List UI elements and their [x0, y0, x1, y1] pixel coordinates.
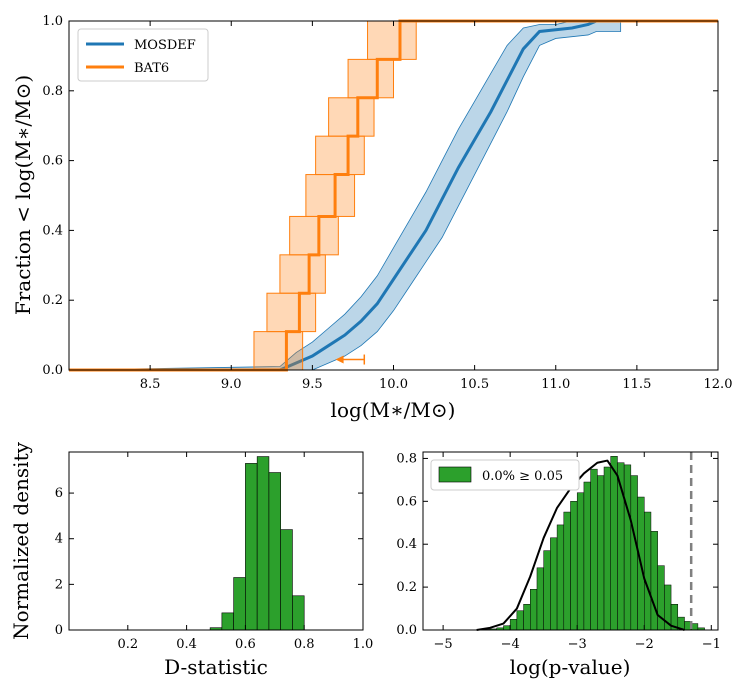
x-tick-label: 9.5	[302, 377, 323, 392]
histogram-bar	[576, 492, 585, 631]
x-tick-label: 12.0	[704, 377, 733, 392]
y-tick-label: 0.8	[42, 84, 63, 99]
histogram-bar	[523, 604, 531, 631]
bottom-left-ylabel: Normalized density	[9, 441, 33, 640]
bottom-right-panel: −5 −4 −3 −2 −1 0.0 0.2 0.4 0.6 0.8 log(p-value) 0…	[396, 451, 721, 679]
histogram-bar	[623, 464, 632, 631]
top-ylabel: Fraction < log(M∗/M⊙)	[11, 75, 35, 315]
histogram-bar	[292, 595, 305, 631]
bat6-band-box	[289, 215, 339, 256]
kde-curve	[476, 459, 685, 631]
y-tick-label: 1.0	[42, 14, 63, 29]
y-tick-label: 0.6	[396, 494, 417, 509]
histogram-bar	[644, 511, 652, 631]
mosdef-cdf-line	[69, 19, 597, 372]
y-tick-label: 2	[55, 577, 63, 592]
histogram-bar	[583, 481, 591, 631]
bat6-cdf-step-line	[69, 19, 718, 372]
bat6-limit-arrowhead	[335, 355, 344, 364]
bottom-right-frame	[422, 451, 719, 631]
x-tick-label: 10.5	[460, 377, 489, 392]
bat6-band-box	[253, 331, 304, 371]
y-tick-label: 0.4	[42, 223, 63, 238]
histogram-bar	[268, 472, 281, 631]
bottom-right-ticks: −5 −4 −3 −2 −1 0.0 0.2 0.4 0.6 0.8	[396, 451, 721, 652]
bottom-left-frame	[68, 451, 364, 631]
y-tick-label: 0.2	[396, 580, 417, 595]
y-tick-label: 0.2	[42, 293, 63, 308]
x-tick-label: −1	[702, 637, 721, 652]
legend-swatch-histogram	[438, 466, 472, 483]
histogram-bar	[530, 589, 538, 631]
histogram-bar	[603, 466, 611, 631]
histogram-bar	[563, 511, 571, 631]
y-tick-label: 0.6	[42, 154, 63, 169]
bat6-band-box	[305, 174, 356, 217]
x-tick-label: 8.5	[140, 377, 161, 392]
top-plot-area	[68, 19, 718, 372]
x-tick-label: −5	[434, 637, 453, 652]
x-tick-label: 9.0	[221, 377, 242, 392]
histogram-bar	[536, 567, 544, 631]
x-tick-label: 11.5	[622, 377, 651, 392]
x-tick-label: 0.2	[117, 637, 138, 652]
y-tick-label: 4	[55, 532, 63, 547]
bottom-left-ticks: 0.2 0.4 0.6 0.8 1.0 0 2 4 6	[55, 452, 374, 652]
legend-label-pvalue: 0.0% ≥ 0.05	[482, 469, 563, 484]
bottom-right-plot-area	[476, 452, 705, 631]
y-tick-label: 0.0	[396, 623, 417, 638]
top-ticks: 8.5 9.0 9.5 10.0 10.5 11.0 11.5 12.0 0.0 0.2 0.4 0.…	[42, 14, 732, 392]
x-tick-label: −3	[568, 637, 587, 652]
x-tick-label: 10.0	[379, 377, 408, 392]
bottom-right-xlabel: log(p-value)	[510, 655, 631, 679]
histogram-bar	[256, 456, 270, 631]
y-tick-label: 0.0	[42, 363, 63, 378]
histogram-bar	[630, 475, 638, 631]
bat6-band-box	[328, 97, 375, 137]
y-tick-label: 0.8	[396, 451, 417, 466]
bat6-band-box	[315, 135, 365, 176]
bat6-band-box	[367, 20, 417, 60]
bottom-left-plot-area	[209, 456, 305, 631]
x-tick-label: 0.8	[294, 637, 315, 652]
histogram-bar	[610, 456, 618, 631]
y-tick-label: 0.4	[396, 537, 417, 552]
bat6-band-box	[266, 292, 317, 333]
top-xlabel: log(M∗/M⊙)	[331, 398, 456, 422]
bat6-band-box	[347, 58, 395, 99]
y-tick-label: 6	[55, 486, 63, 501]
mosdef-confidence-band	[68, 20, 622, 371]
x-tick-label: −4	[501, 637, 520, 652]
y-tick-label: 0	[55, 623, 63, 638]
top-panel: 8.5 9.0 9.5 10.0 10.5 11.0 11.5 12.0 0.0 0.2 0.4 0.…	[11, 14, 732, 422]
histogram-bar	[516, 610, 524, 631]
histogram-bar	[503, 625, 511, 631]
legend-label-bat6: BAT6	[134, 61, 169, 76]
x-tick-label: −2	[635, 637, 654, 652]
histogram-bar	[233, 577, 246, 631]
legend-label-mosdef: MOSDEF	[134, 38, 196, 53]
histogram-bar	[570, 501, 578, 631]
histogram-bar	[280, 529, 293, 631]
x-tick-label: 11.0	[541, 377, 570, 392]
bottom-left-panel: 0.2 0.4 0.6 0.8 1.0 0 2 4 6 D-statistic Normaliz…	[9, 441, 373, 679]
histogram-bar	[650, 531, 658, 631]
bat6-band-box	[279, 254, 326, 294]
x-tick-label: 0.6	[235, 637, 256, 652]
histogram-bar	[543, 550, 551, 631]
histogram-bar	[221, 612, 234, 631]
bottom-left-xlabel: D-statistic	[164, 655, 268, 679]
top-legend: MOSDEF BAT6	[77, 28, 209, 82]
bottom-right-legend: 0.0% ≥ 0.05	[430, 459, 580, 491]
x-tick-label: 1.0	[353, 637, 374, 652]
histogram-bar	[509, 619, 518, 631]
histogram-bar	[590, 468, 598, 631]
histogram-bar	[550, 537, 558, 631]
histogram-bar	[597, 475, 605, 631]
histogram-bar	[245, 463, 258, 631]
histogram-bar	[556, 524, 565, 631]
x-tick-label: 0.4	[176, 637, 197, 652]
